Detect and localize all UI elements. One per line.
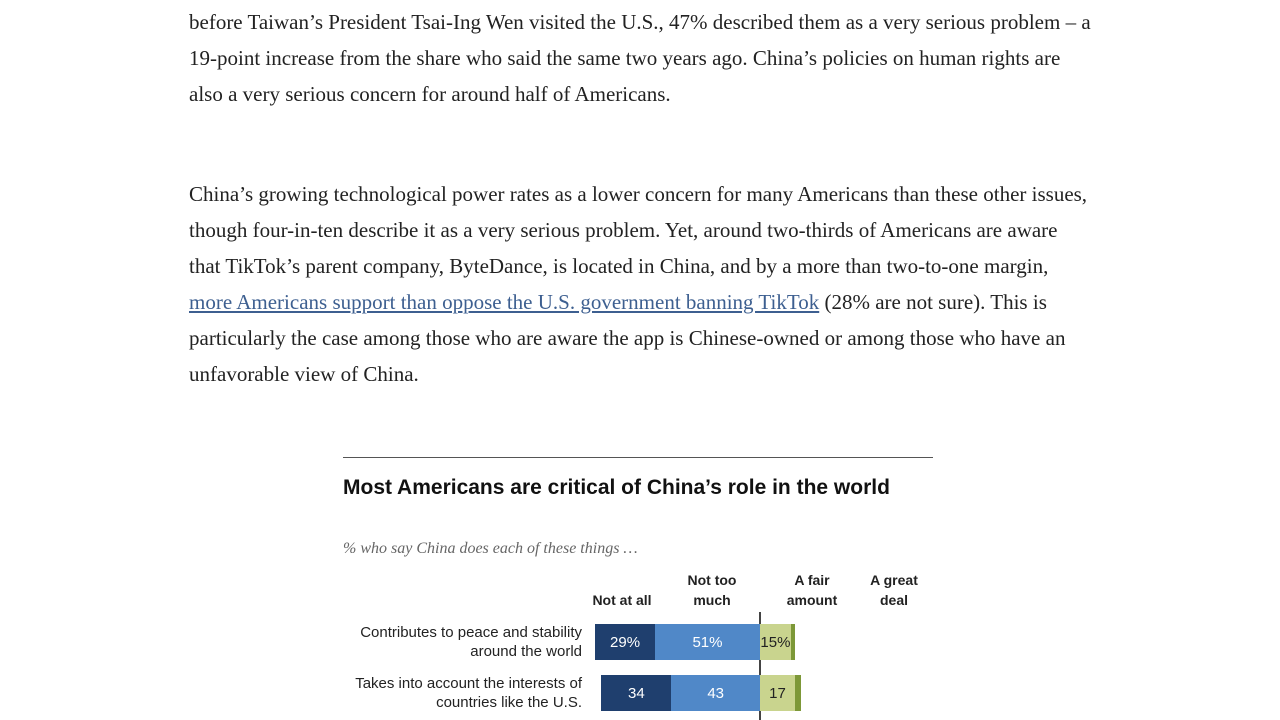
row-label: Takes into account the interests of coun… [355, 675, 582, 711]
value-label: 51% [692, 633, 723, 651]
rule [343, 457, 933, 458]
legend-header: Not too much [687, 572, 737, 608]
bar-segment: 17 [760, 675, 796, 711]
value-label: 34 [628, 684, 645, 702]
paragraph: before Taiwan’s President Tsai-Ing Wen v… [189, 10, 1091, 106]
text: China’s growing technological power rate… [189, 182, 1088, 278]
bar-segment [790, 624, 795, 660]
value-label: 15% [760, 633, 791, 651]
chart-subtitle: % who say China does each of these thing… [343, 540, 638, 557]
bar-segment: 34 [601, 675, 672, 711]
legend-header: Not at all [592, 592, 652, 608]
value-label: 17 [769, 684, 786, 702]
chart-title: Most Americans are critical of China’s r… [343, 476, 890, 499]
row-label: Contributes to peace and stability aroun… [360, 624, 582, 660]
text: (28% are not sure). This is particularly… [189, 290, 1066, 386]
link[interactable]: more Americans support than oppose the U… [189, 290, 820, 314]
value-label: 43 [707, 684, 725, 702]
bar-segment: 15% [760, 624, 791, 660]
divider [759, 612, 761, 720]
paragraph: China’s growing technological power rate… [189, 176, 1094, 392]
value-label: 29% [610, 633, 641, 651]
legend-header: A great deal [870, 572, 918, 608]
legend-header: A fair amount [786, 572, 838, 608]
bar-segment: 51% [654, 624, 760, 660]
bar-segment: 43 [671, 675, 760, 711]
bar-segment [795, 675, 802, 711]
bar-segment: 29% [595, 624, 655, 660]
